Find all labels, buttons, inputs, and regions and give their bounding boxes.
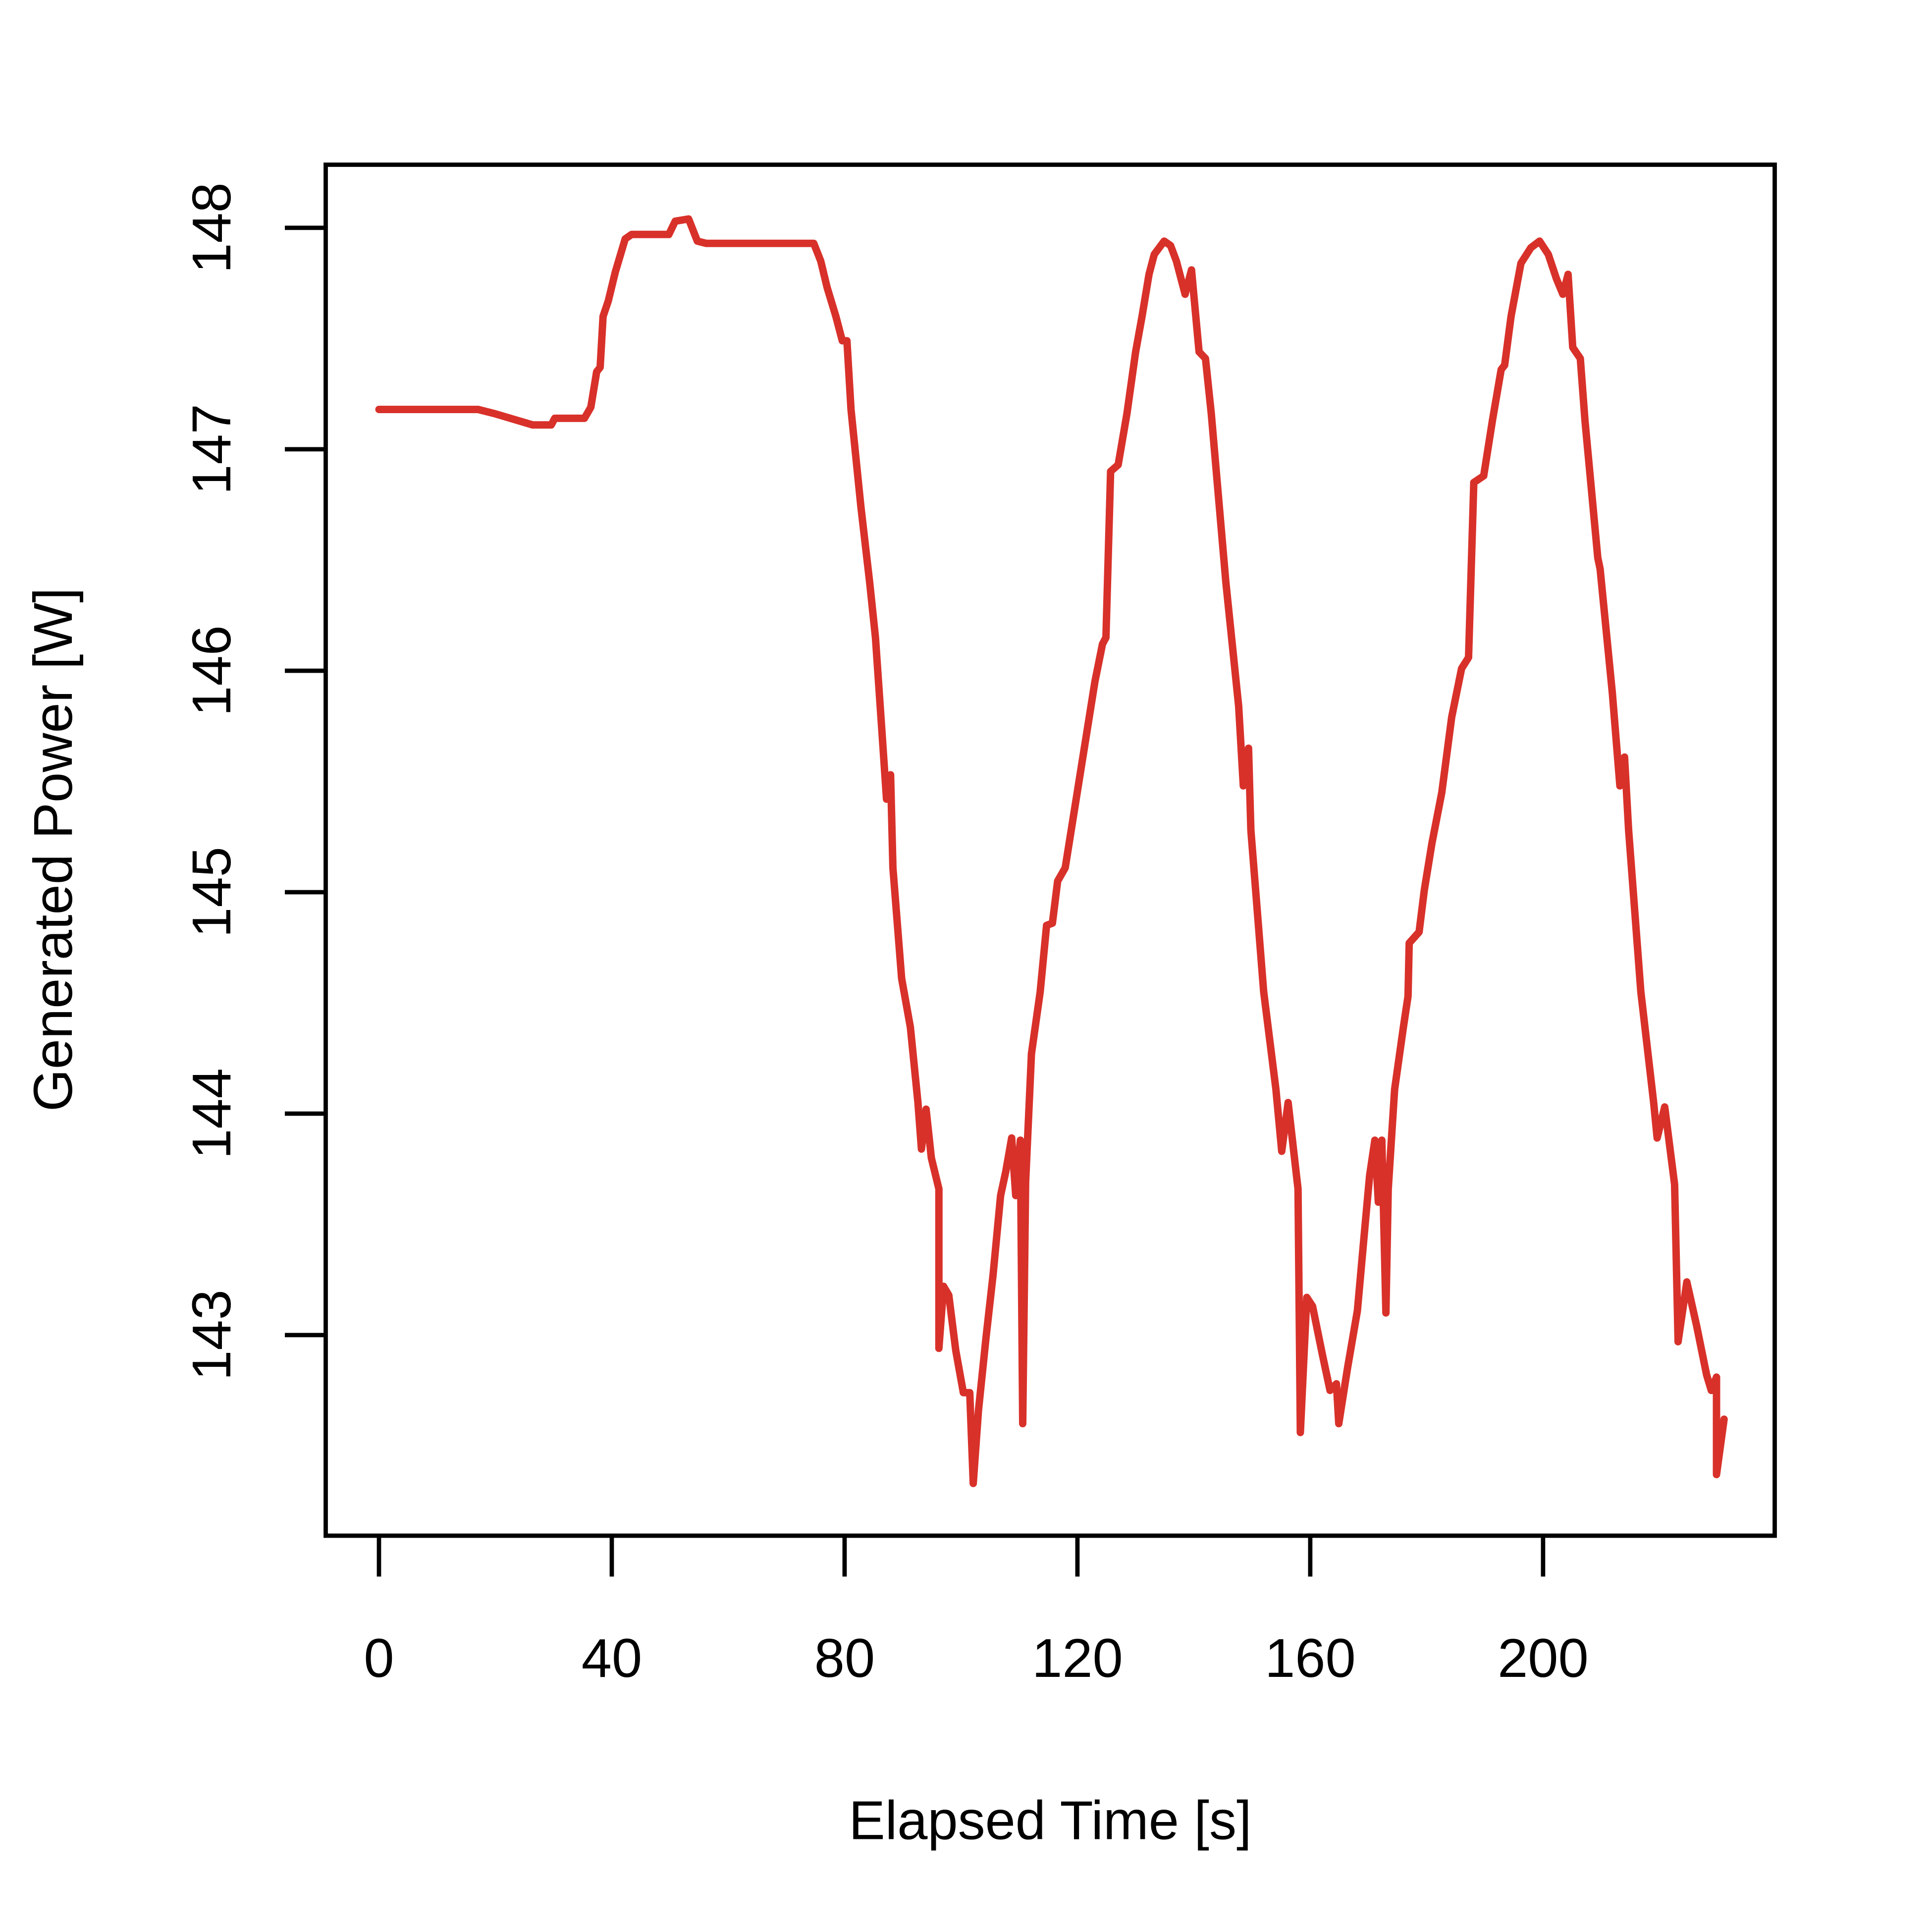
y-tick-label: 143: [181, 1289, 242, 1381]
data-line: [375, 215, 1728, 1487]
y-tick-label: 147: [181, 404, 242, 495]
x-tick-label: 40: [582, 1628, 642, 1689]
plot-frame: [323, 162, 1777, 1538]
x-tick-label: 160: [1265, 1628, 1356, 1689]
x-tick-label: 80: [814, 1628, 875, 1689]
x-tick-label: 0: [364, 1628, 394, 1689]
x-tick-label: 200: [1498, 1628, 1589, 1689]
y-tick-label: 148: [181, 182, 242, 273]
y-tick-label: 146: [181, 625, 242, 716]
y-tick-label: 144: [181, 1068, 242, 1159]
x-axis-label: Elapsed Time [s]: [849, 1790, 1251, 1851]
y-axis-label: Generated Power [W]: [23, 588, 84, 1112]
y-tick-label: 145: [181, 847, 242, 938]
x-tick-label: 120: [1032, 1628, 1123, 1689]
